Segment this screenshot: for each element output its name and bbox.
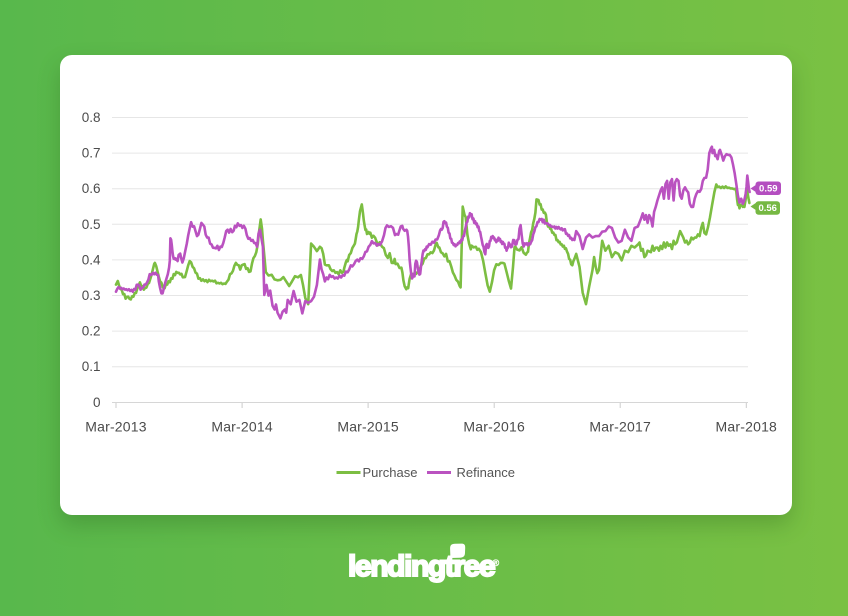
svg-text:lendingtree: lendingtree	[348, 550, 495, 583]
svg-text:Refinance: Refinance	[457, 465, 516, 480]
svg-text:Mar-2016: Mar-2016	[463, 419, 525, 435]
svg-text:0.8: 0.8	[82, 110, 101, 125]
svg-text:0.5: 0.5	[82, 217, 101, 232]
svg-text:0.59: 0.59	[759, 183, 778, 194]
svg-text:Mar-2013: Mar-2013	[85, 419, 147, 435]
svg-text:Mar-2014: Mar-2014	[211, 419, 273, 435]
svg-text:0.56: 0.56	[758, 203, 777, 214]
svg-text:0.2: 0.2	[82, 324, 101, 339]
svg-text:0.3: 0.3	[82, 288, 101, 303]
svg-text:Mar-2015: Mar-2015	[337, 419, 399, 435]
svg-text:0.1: 0.1	[82, 359, 101, 374]
svg-text:0: 0	[93, 395, 101, 410]
svg-text:®: ®	[493, 558, 500, 568]
svg-text:0.7: 0.7	[82, 146, 101, 161]
svg-text:Mar-2018: Mar-2018	[716, 419, 778, 435]
svg-text:Mar-2017: Mar-2017	[589, 419, 651, 435]
svg-text:0.4: 0.4	[82, 252, 101, 267]
svg-text:0.6: 0.6	[82, 181, 101, 196]
svg-text:Purchase: Purchase	[363, 465, 418, 480]
